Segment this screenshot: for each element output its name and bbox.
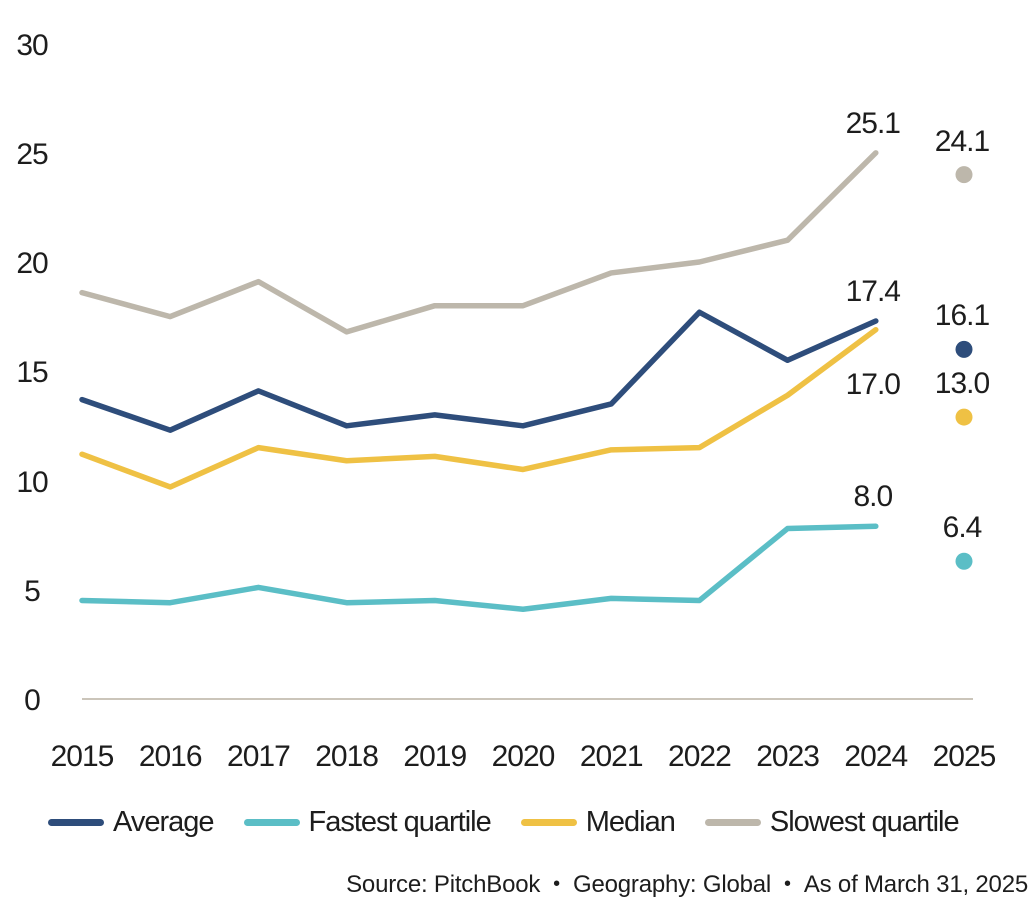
source-text: Source: PitchBook bbox=[346, 871, 541, 898]
legend-swatch-slowest-quartile bbox=[704, 818, 761, 826]
x-tick-label: 2025 bbox=[932, 740, 997, 773]
forecast-dot-slowest-quartile bbox=[955, 166, 973, 184]
end-value-label-average: 17.4 bbox=[845, 274, 901, 308]
series-line-fastest-quartile bbox=[79, 523, 879, 613]
x-tick-label: 2023 bbox=[756, 740, 820, 773]
forecast-value-label-slowest-quartile: 24.1 bbox=[934, 124, 990, 158]
geography-text: Geography: Global bbox=[572, 871, 772, 898]
end-value-label-fastest-quartile: 8.0 bbox=[853, 480, 893, 514]
x-tick-label: 2017 bbox=[227, 740, 291, 773]
y-tick-label: 25 bbox=[16, 138, 48, 171]
x-tick-label: 2024 bbox=[844, 740, 908, 773]
legend-item-slowest-quartile: Slowest quartile bbox=[704, 805, 960, 839]
chart-legend: Average Fastest quartile Median Slowest … bbox=[48, 802, 960, 842]
x-tick-label: 2022 bbox=[668, 740, 732, 773]
x-tick-label: 2018 bbox=[315, 740, 379, 773]
forecast-dot-median bbox=[955, 408, 973, 426]
legend-swatch-fastest-quartile bbox=[243, 818, 300, 826]
forecast-value-label-median: 13.0 bbox=[934, 367, 990, 401]
series-line-average bbox=[79, 309, 879, 433]
y-tick-label: 10 bbox=[16, 465, 48, 499]
legend-swatch-average bbox=[48, 818, 104, 826]
x-tick-label: 2020 bbox=[491, 740, 556, 773]
source-line: Source: PitchBook • Geography: Global • As o… bbox=[346, 871, 1028, 899]
y-tick-label: 30 bbox=[16, 28, 48, 62]
legend-item-fastest-quartile: Fastest quartile bbox=[243, 805, 492, 839]
forecast-value-label-fastest-quartile: 6.4 bbox=[942, 511, 983, 545]
series-line-slowest-quartile bbox=[79, 150, 879, 335]
y-tick-label: 0 bbox=[24, 684, 41, 717]
legend-swatch-median bbox=[520, 818, 577, 826]
legend-label-slowest-quartile: Slowest quartile bbox=[769, 805, 960, 838]
x-tick-label: 2019 bbox=[403, 740, 467, 773]
as-of-text: As of March 31, 2025 bbox=[803, 871, 1028, 898]
forecast-dot-average bbox=[955, 340, 973, 358]
end-value-label-median: 17.0 bbox=[845, 367, 901, 401]
series-line-median bbox=[79, 326, 879, 490]
x-tick-label: 2016 bbox=[138, 740, 203, 773]
forecast-dot-fastest-quartile bbox=[955, 552, 973, 570]
legend-item-average: Average bbox=[48, 806, 214, 839]
legend-label-median: Median bbox=[585, 805, 676, 838]
y-tick-label: 15 bbox=[16, 356, 48, 390]
legend-item-median: Median bbox=[520, 805, 676, 839]
y-tick-label: 5 bbox=[24, 574, 41, 608]
end-value-label-slowest-quartile: 25.1 bbox=[845, 106, 901, 140]
x-tick-label: 2021 bbox=[579, 740, 644, 773]
y-tick-label: 20 bbox=[16, 247, 48, 281]
bullet-separator: • bbox=[784, 873, 791, 895]
x-tick-label: 2015 bbox=[50, 740, 115, 773]
legend-label-fastest-quartile: Fastest quartile bbox=[308, 805, 492, 838]
forecast-value-label-average: 16.1 bbox=[934, 299, 990, 333]
legend-label-average: Average bbox=[113, 805, 214, 838]
bullet-separator: • bbox=[553, 873, 560, 895]
